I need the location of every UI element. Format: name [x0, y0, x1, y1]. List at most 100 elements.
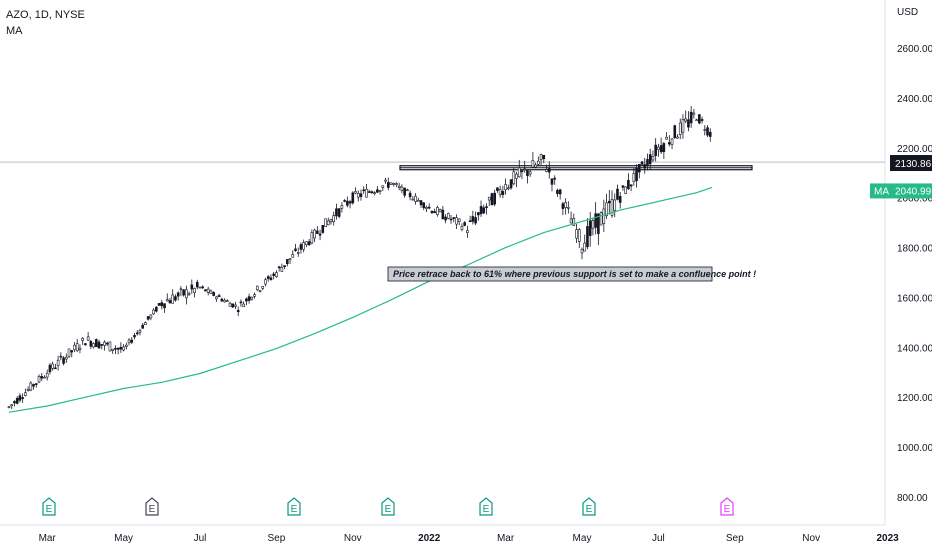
y-tick-label: 1600.00: [897, 293, 932, 304]
candle-body: [206, 288, 210, 293]
earnings-marker-shape: [287, 497, 301, 516]
candle-body: [343, 200, 346, 202]
candle-body: [665, 136, 668, 140]
candle-body: [187, 293, 191, 296]
x-tick-label: Jul: [194, 533, 207, 544]
candle-body: [640, 161, 644, 165]
candle-body: [687, 119, 690, 128]
candle-body: [212, 291, 215, 296]
candle-body: [610, 199, 614, 216]
candle-body: [209, 290, 213, 294]
indicator-legend[interactable]: MA: [6, 25, 23, 37]
candle-body: [403, 187, 406, 196]
x-tick-label: Sep: [268, 533, 286, 544]
candle-body: [34, 383, 38, 385]
earnings-marker-icon[interactable]: E: [479, 497, 493, 516]
candle-body: [591, 220, 595, 229]
candle-body: [425, 206, 428, 210]
candle-body: [163, 303, 166, 309]
candle-body: [708, 131, 712, 137]
candle-body: [698, 114, 701, 124]
earnings-marker-icon[interactable]: E: [287, 497, 301, 516]
candle-body: [646, 159, 649, 166]
candle-body: [457, 218, 461, 222]
candle-body: [427, 206, 431, 209]
earnings-marker-label: E: [46, 504, 53, 515]
ma-value-text: 2040.99: [895, 186, 932, 197]
candle-body: [471, 216, 475, 222]
candle-body: [157, 303, 161, 306]
candle-body: [103, 341, 106, 346]
earnings-marker-icon[interactable]: E: [720, 497, 734, 516]
candle-body: [296, 252, 300, 254]
candle-body: [261, 286, 265, 289]
candle-body: [13, 401, 16, 404]
candle-body: [89, 341, 93, 347]
earnings-marker-icon[interactable]: E: [145, 497, 159, 516]
candle-body: [182, 289, 185, 296]
x-tick-label: May: [573, 533, 592, 544]
candle-body: [239, 301, 243, 304]
symbol-title[interactable]: AZO, 1D, NYSE: [6, 9, 85, 21]
candle-body: [32, 384, 35, 387]
axis-unit-label: USD: [897, 7, 918, 18]
candle-body: [10, 404, 14, 406]
earnings-marker-shape: [582, 497, 596, 516]
candle-body: [643, 164, 647, 169]
candle-body: [108, 341, 112, 352]
candle-body: [618, 196, 622, 203]
candle-body: [75, 343, 79, 352]
candle-body: [580, 249, 584, 254]
earnings-marker-icon[interactable]: E: [582, 497, 596, 516]
candle-body: [684, 118, 687, 122]
candle-body: [501, 191, 505, 196]
candle-body: [539, 154, 543, 160]
candle-body: [335, 208, 338, 217]
candle-body: [340, 205, 344, 209]
candle-body: [43, 376, 46, 379]
earnings-marker-shape: [42, 497, 56, 516]
candle-body: [452, 217, 456, 219]
annotation-text: Price retrace back to 61% where previous…: [393, 269, 756, 279]
candle-body: [550, 178, 554, 185]
last-price-tag-text: 2130.86: [895, 159, 932, 170]
candle-body: [190, 284, 194, 290]
candle-body: [286, 259, 289, 265]
candle-body: [378, 190, 382, 192]
ma-label-tag: [870, 183, 890, 199]
candle-body: [416, 199, 420, 202]
candle-body: [700, 119, 704, 121]
candle-body: [572, 218, 576, 226]
earnings-marker-icon[interactable]: E: [381, 497, 395, 516]
earnings-marker-label: E: [291, 504, 298, 515]
x-tick-label: May: [114, 533, 133, 544]
candle-body: [444, 216, 447, 221]
earnings-marker-icon[interactable]: E: [42, 497, 56, 516]
candle-body: [455, 217, 458, 225]
candle-body: [354, 191, 357, 194]
candle-body: [389, 182, 393, 185]
candle-body: [223, 299, 226, 303]
x-tick-label: Nov: [802, 533, 820, 544]
candle-body: [545, 169, 548, 172]
candle-body: [171, 294, 175, 304]
candle-body: [482, 207, 486, 214]
candle-body: [225, 300, 229, 303]
candle-body: [599, 212, 603, 226]
candle-body: [695, 119, 698, 122]
candle-body: [321, 225, 325, 233]
candle-body: [498, 189, 502, 195]
candle-body: [406, 189, 409, 192]
candle-body: [678, 122, 682, 136]
candle-body: [269, 277, 273, 280]
x-tick-label: Nov: [344, 533, 362, 544]
candle-body: [597, 213, 600, 234]
candle-body: [86, 336, 90, 341]
candle-body: [485, 206, 488, 208]
candle-body: [204, 289, 207, 292]
candle-body: [567, 207, 570, 209]
candle-body: [621, 185, 625, 188]
candle-body: [556, 189, 559, 194]
